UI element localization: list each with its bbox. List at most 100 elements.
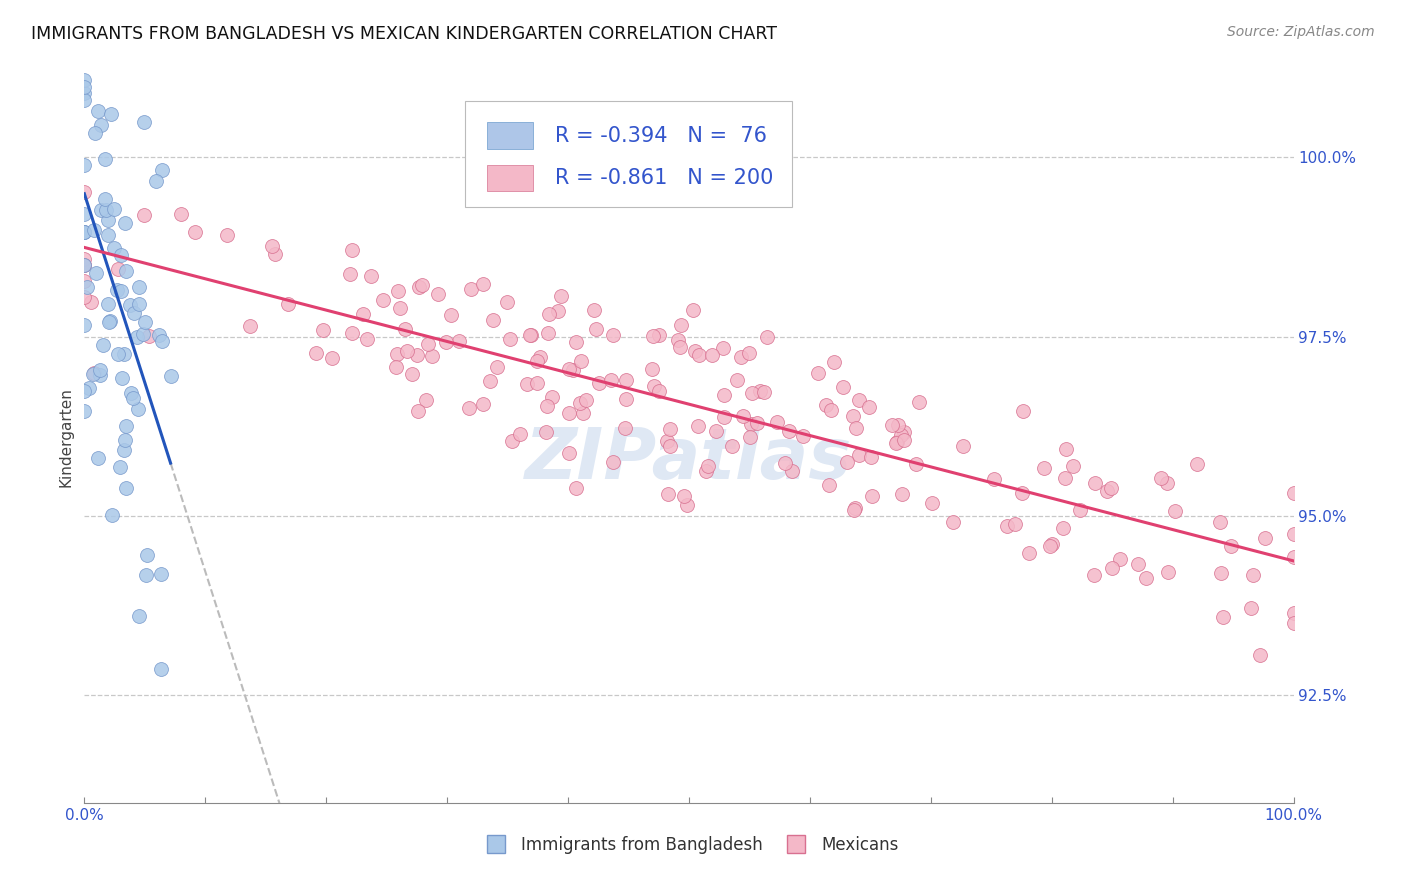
Point [94,192,117,206]
Point [94,152,117,166]
Point [1011,485,1033,500]
Point [100,314,122,328]
Point [135,549,157,563]
Point [91,337,114,351]
Point [659,422,682,436]
Point [80,295,103,310]
Point [1054,442,1077,456]
Point [643,379,665,393]
Point [340,243,363,257]
Point [858,400,880,414]
Point [832,380,855,394]
Point [107,262,129,277]
Point [114,264,136,278]
Point [94,202,117,217]
Point [740,417,762,431]
Point [352,307,374,321]
Point [401,367,423,381]
Point [97,227,120,242]
Point [1282,527,1305,541]
Point [747,416,769,430]
Text: R = -0.861   N = 200: R = -0.861 N = 200 [555,169,773,188]
Point [952,439,974,453]
Point [1156,565,1178,579]
Point [112,346,135,360]
Point [725,373,748,387]
Point [148,327,170,342]
Point [509,426,531,441]
Point [111,371,134,385]
Point [516,377,538,392]
Point [588,376,610,390]
Point [1249,648,1271,663]
Point [387,285,409,299]
Point [73,86,96,100]
Point [150,566,173,581]
Point [1083,568,1105,582]
Point [778,424,800,438]
Point [547,304,569,318]
Point [893,434,915,448]
Point [447,334,470,348]
Point [73,258,96,272]
Point [132,327,155,342]
Point [73,93,96,107]
Point [1069,503,1091,517]
Legend: Immigrants from Bangladesh, Mexicans: Immigrants from Bangladesh, Mexicans [472,829,905,860]
Point [886,435,908,450]
Point [536,399,558,413]
Point [848,448,870,462]
Point [842,409,865,424]
Bar [465,101,792,207]
Point [170,207,193,221]
Point [1282,606,1305,620]
Point [89,363,111,377]
Point [1084,476,1107,491]
Point [614,373,637,387]
Point [114,216,136,230]
Point [730,350,752,364]
Point [848,393,870,408]
Point [105,283,128,297]
Text: IMMIGRANTS FROM BANGLADESH VS MEXICAN KINDERGARTEN CORRELATION CHART: IMMIGRANTS FROM BANGLADESH VS MEXICAN KI… [31,25,778,43]
Point [657,434,679,448]
Point [669,340,692,354]
Point [1126,557,1149,571]
Point [408,404,430,418]
Point [479,374,502,388]
Point [600,373,623,387]
Point [312,323,335,337]
Point [520,328,543,343]
Point [73,225,96,239]
Point [73,225,96,239]
Point [73,290,96,304]
Point [277,297,299,311]
Point [356,332,378,346]
Point [394,322,416,336]
Point [859,450,882,464]
Point [1095,483,1118,498]
Point [426,287,449,301]
Point [103,241,125,255]
Point [73,225,96,239]
Point [1254,531,1277,545]
Point [648,327,671,342]
Point [823,354,845,368]
Point [737,346,759,360]
Point [713,387,735,401]
Point [73,274,96,288]
Point [90,118,112,132]
Point [360,269,382,284]
Point [89,368,111,382]
Point [569,396,592,410]
Point [814,398,837,412]
Point [529,350,551,364]
Point [408,280,430,294]
Point [1219,539,1241,553]
Point [321,351,343,365]
Point [1185,457,1208,471]
Point [565,335,588,350]
Point [1282,615,1305,630]
Point [84,126,107,140]
Point [260,239,283,253]
